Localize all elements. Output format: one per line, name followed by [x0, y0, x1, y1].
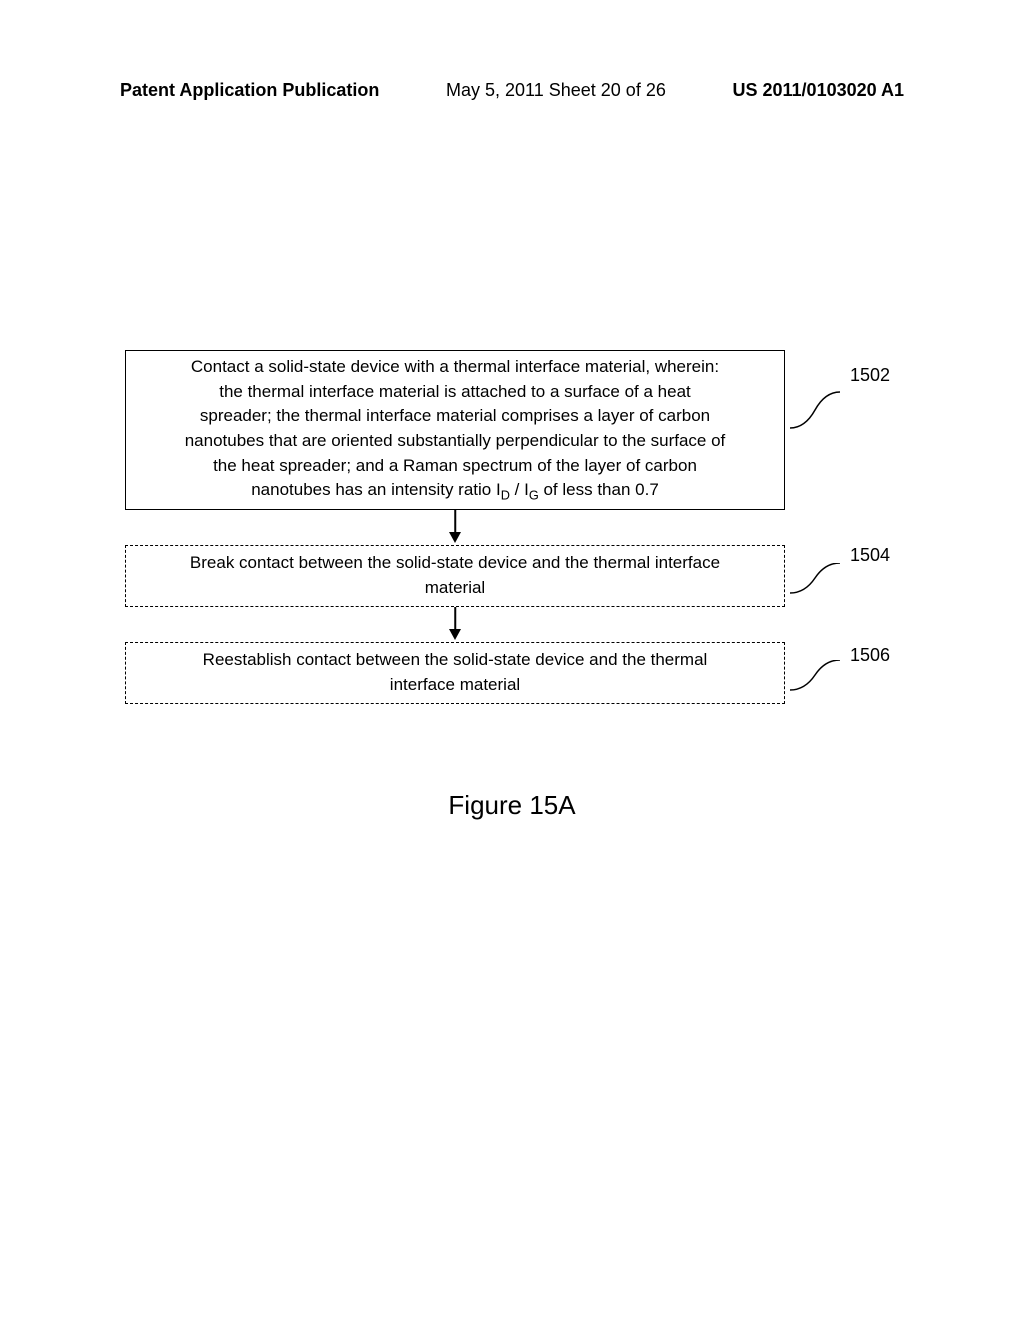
figure-caption: Figure 15A [0, 790, 1024, 821]
header-date-sheet: May 5, 2011 Sheet 20 of 26 [446, 80, 666, 101]
page-header: Patent Application Publication May 5, 20… [0, 80, 1024, 101]
reference-curve-1504 [790, 563, 840, 603]
reference-label-1502: 1502 [850, 365, 890, 386]
arrow-head-icon [449, 532, 461, 543]
box-1504-text: Break contact between the solid-state de… [190, 551, 720, 600]
arrow-line-icon [454, 510, 456, 534]
box-1502-text: Contact a solid-state device with a ther… [185, 355, 726, 505]
arrow-line-icon [454, 607, 456, 631]
reference-label-1506: 1506 [850, 645, 890, 666]
arrow-1502-to-1504 [125, 510, 785, 545]
header-application-number: US 2011/0103020 A1 [733, 80, 904, 101]
reference-curve-1506 [790, 660, 840, 700]
reference-curve-1502 [790, 390, 840, 430]
header-publication-text: Patent Application Publication [120, 80, 379, 101]
flowchart-box-1502: Contact a solid-state device with a ther… [125, 350, 785, 510]
flowchart-container: Contact a solid-state device with a ther… [125, 350, 875, 704]
box-1506-text: Reestablish contact between the solid-st… [203, 648, 708, 697]
reference-label-1504: 1504 [850, 545, 890, 566]
flowchart-box-1506: Reestablish contact between the solid-st… [125, 642, 785, 704]
arrow-head-icon [449, 629, 461, 640]
flowchart-box-1504: Break contact between the solid-state de… [125, 545, 785, 607]
box-1502-formula-line: nanotubes has an intensity ratio ID / IG… [251, 480, 659, 499]
arrow-1504-to-1506 [125, 607, 785, 642]
